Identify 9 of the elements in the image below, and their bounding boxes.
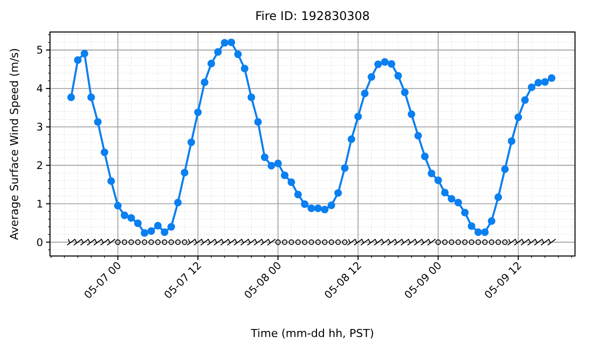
y-tick-label: 1 [36,198,43,210]
y-tick-label: 0 [36,236,43,249]
y-tick-label: 5 [36,44,43,57]
y-axis-title: Average Surface Wind Speed (m/s) [8,48,21,240]
chart-title: Fire ID: 192830308 [255,9,370,23]
x-axis-title: Time (mm-dd hh, PST) [250,327,374,340]
y-tick-label: 4 [36,83,44,96]
y-tick-label: 2 [36,160,43,172]
y-tick-label: 3 [36,122,43,134]
